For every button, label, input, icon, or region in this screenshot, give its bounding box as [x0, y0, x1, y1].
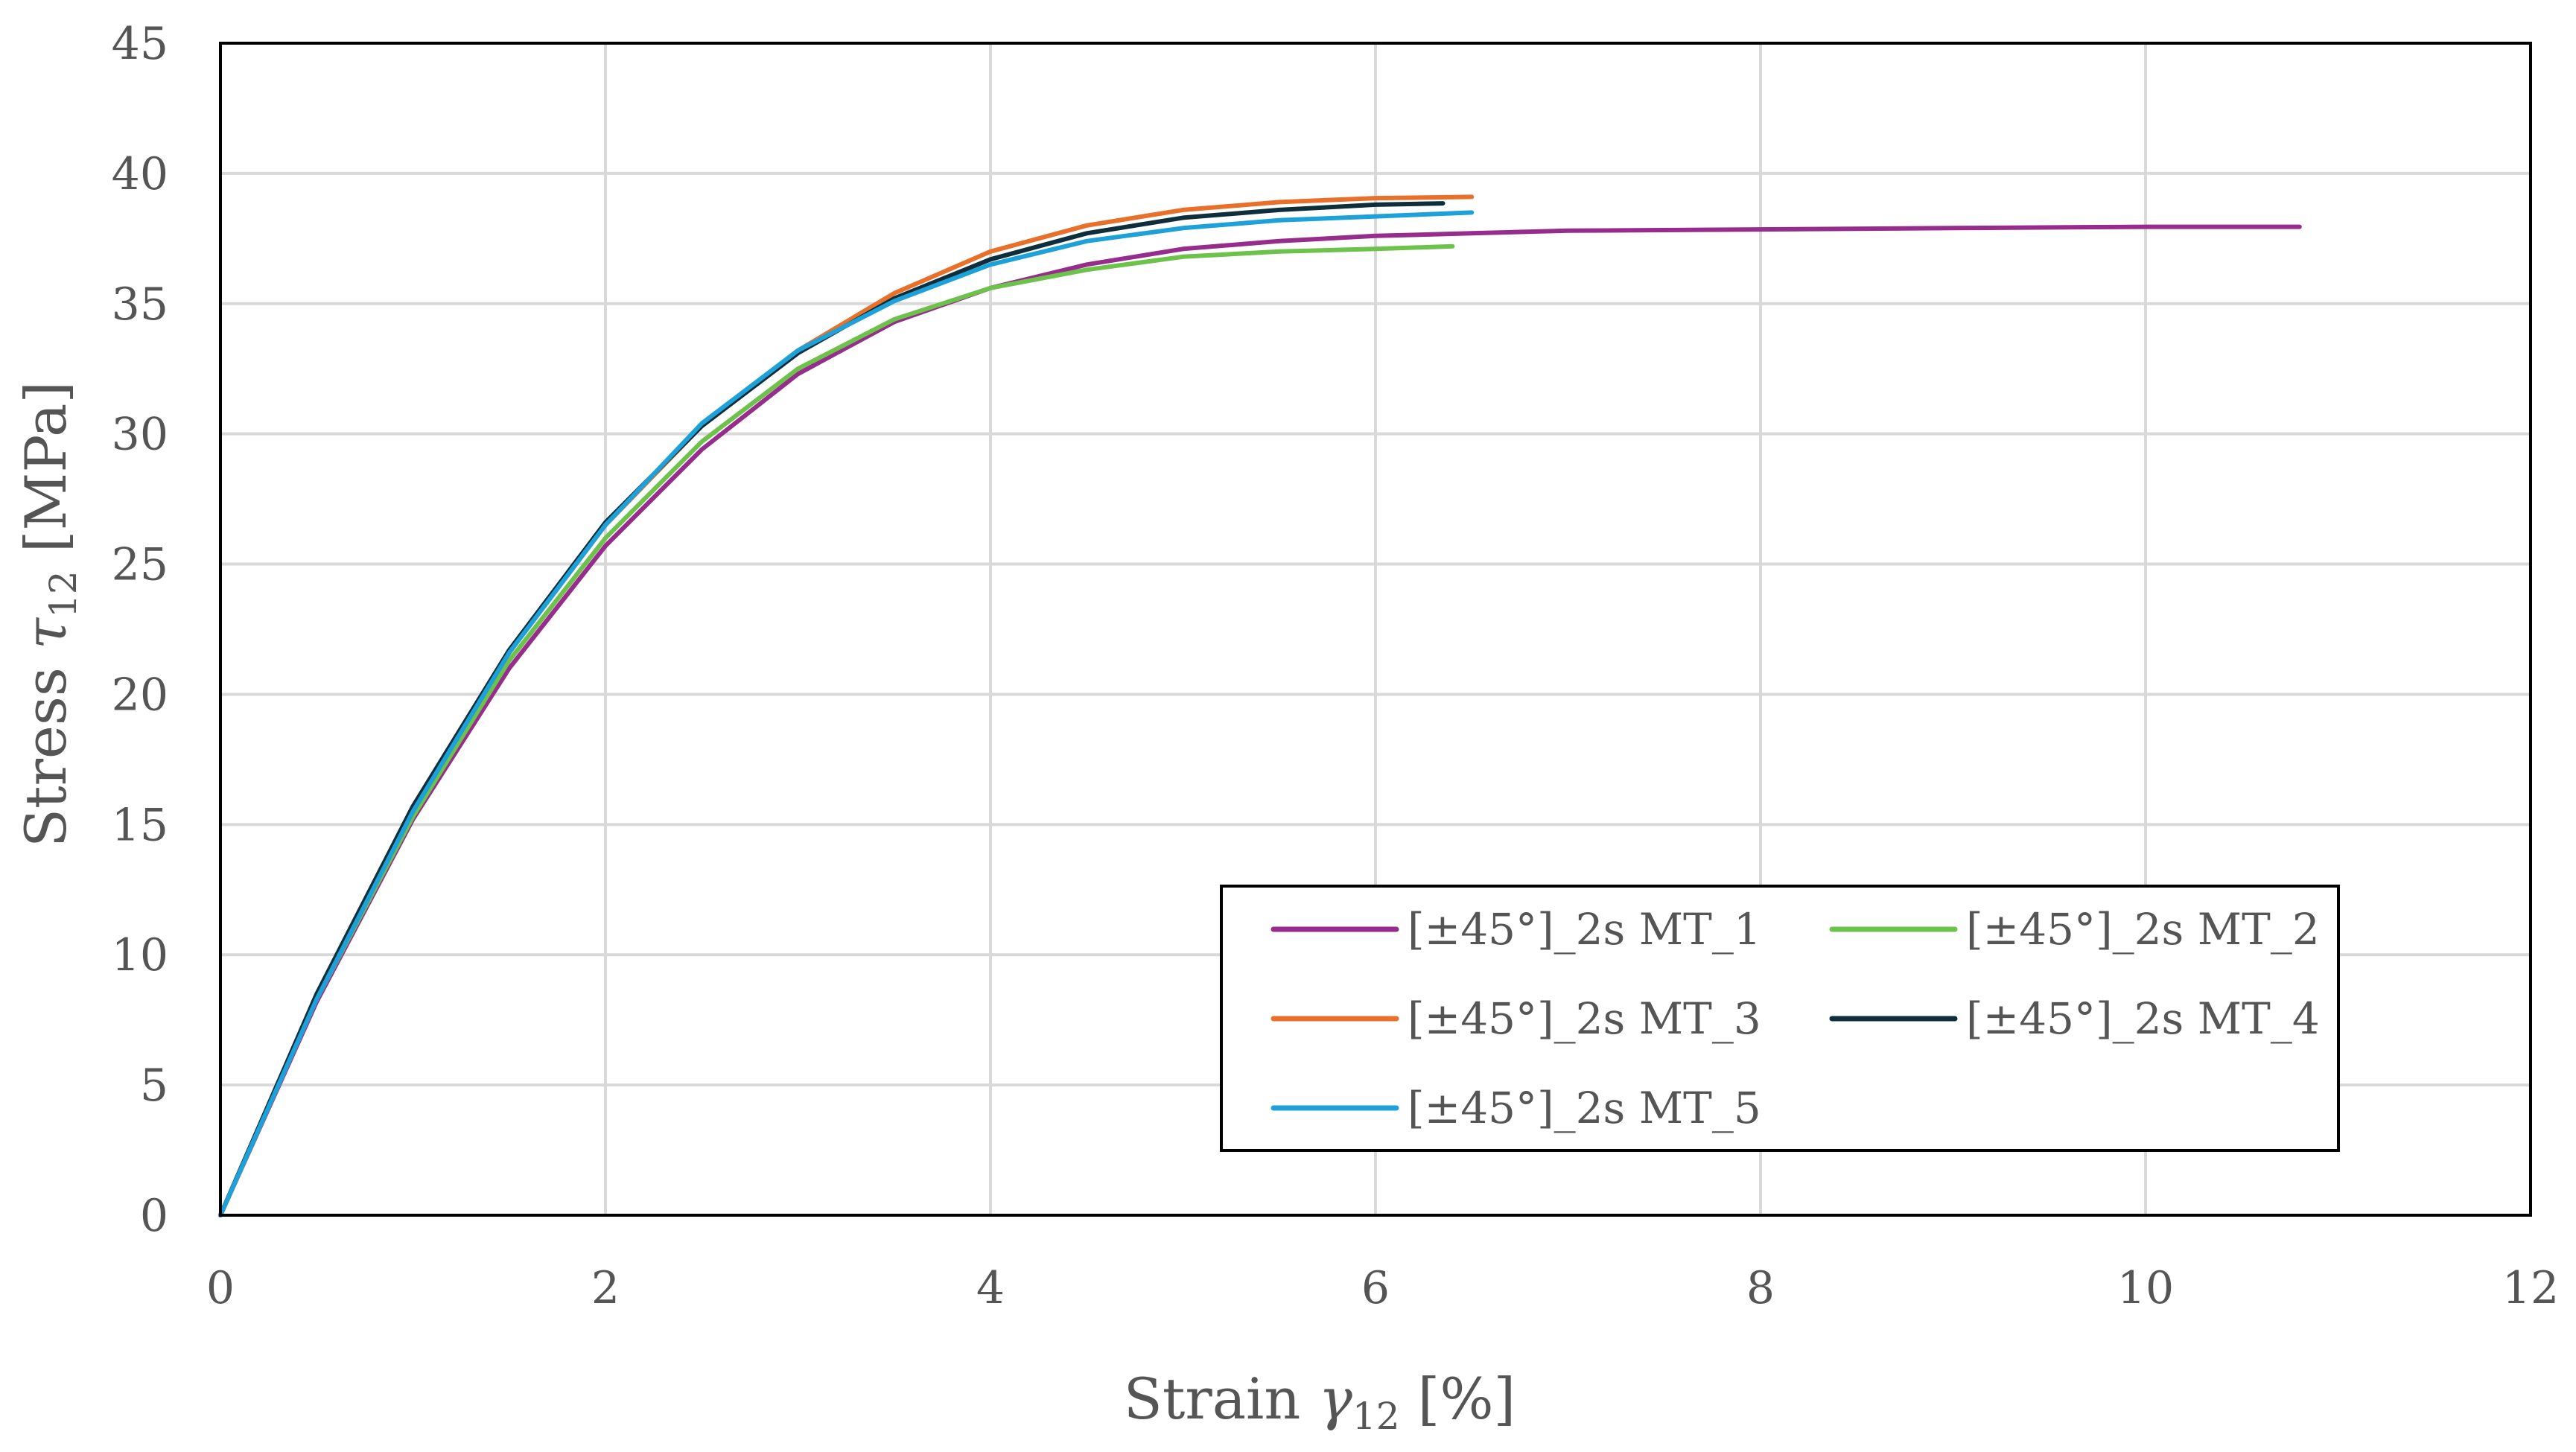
x-axis-title-symbol: γ	[1318, 1366, 1352, 1432]
legend-label-1: [±45°]_2s MT_1	[1408, 904, 1761, 955]
y-tick-label: 40	[112, 148, 168, 200]
plot-area-frame	[219, 42, 2532, 1217]
x-tick-label: 8	[1746, 1262, 1775, 1314]
y-tick-label: 30	[112, 409, 168, 461]
y-tick-label: 5	[140, 1060, 168, 1112]
series-line-5	[218, 210, 1475, 1217]
legend-frame	[1220, 885, 2340, 1152]
x-tick-label: 0	[206, 1262, 235, 1314]
y-axis-title-subscript: 12	[42, 570, 85, 618]
y-tick-label: 20	[112, 669, 168, 721]
series-line-2	[218, 243, 1455, 1217]
y-tick-label: 10	[112, 929, 168, 981]
legend-label-5: [±45°]_2s MT_5	[1408, 1083, 1761, 1133]
x-axis-title-unit: [%]	[1400, 1366, 1516, 1432]
tick-labels: 0 2 4 6 8 10 12 0 5 10 15 20 25 30 35 40 45	[112, 18, 2560, 1314]
series-line-1	[218, 224, 2302, 1217]
y-tick-label: 15	[112, 799, 168, 851]
x-tick-label: 10	[2117, 1262, 2174, 1314]
x-axis-title-main: Strain	[1124, 1366, 1319, 1432]
data-series	[218, 194, 2302, 1217]
legend: [±45°]_2s MT_1 [±45°]_2s MT_2 [±45°]_2s MT…	[1220, 885, 2340, 1152]
y-tick-label: 35	[112, 278, 168, 331]
x-tick-label: 2	[591, 1262, 620, 1314]
legend-label-4: [±45°]_2s MT_4	[1966, 993, 2320, 1044]
legend-label-3: [±45°]_2s MT_3	[1408, 993, 1761, 1044]
x-axis-title: Strain γ12 [%]	[1124, 1366, 1516, 1438]
y-axis-title-unit: [MPa]	[13, 381, 79, 570]
y-tick-label: 45	[112, 18, 168, 70]
x-axis-title-subscript: 12	[1352, 1395, 1400, 1438]
y-axis-title-main: Stress	[13, 649, 79, 847]
y-axis-title: Stress τ12 [MPa]	[13, 381, 85, 847]
y-tick-label: 0	[140, 1190, 168, 1242]
x-tick-label: 12	[2502, 1262, 2559, 1314]
y-tick-label: 25	[112, 539, 168, 591]
legend-label-2: [±45°]_2s MT_2	[1966, 904, 2320, 955]
x-tick-label: 6	[1361, 1262, 1390, 1314]
x-tick-label: 4	[976, 1262, 1005, 1314]
y-axis-title-symbol: τ	[13, 617, 79, 649]
